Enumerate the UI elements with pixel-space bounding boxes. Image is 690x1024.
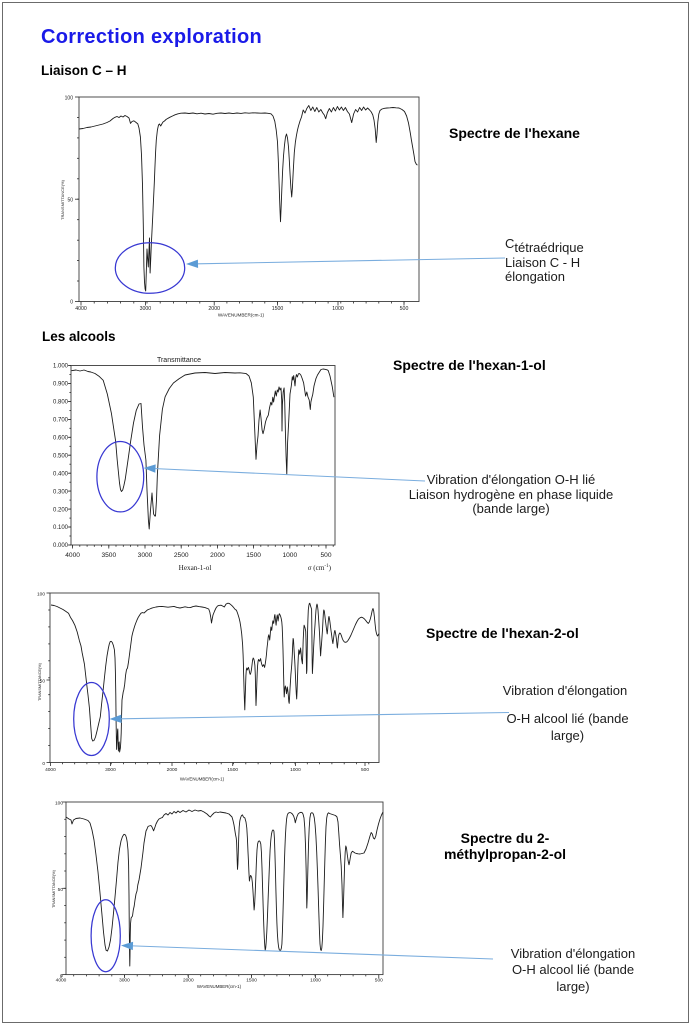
- svg-text:4000: 4000: [65, 552, 80, 559]
- svg-text:500: 500: [400, 306, 409, 312]
- svg-text:σ (cm-1): σ (cm-1): [308, 564, 332, 572]
- svg-text:100: 100: [55, 801, 63, 807]
- svg-text:1.000: 1.000: [53, 364, 69, 370]
- svg-text:TRANSMITTANCE(%): TRANSMITTANCE(%): [52, 869, 56, 908]
- svg-text:1000: 1000: [282, 552, 297, 559]
- svg-text:0: 0: [70, 300, 73, 306]
- svg-text:1000: 1000: [290, 767, 301, 773]
- svg-text:100: 100: [65, 96, 74, 102]
- svg-text:3000: 3000: [105, 767, 116, 773]
- svg-text:3000: 3000: [140, 306, 152, 312]
- svg-text:2000: 2000: [208, 306, 220, 312]
- svg-text:2000: 2000: [167, 767, 178, 773]
- svg-text:0: 0: [60, 973, 63, 979]
- svg-text:2000: 2000: [210, 552, 225, 559]
- svg-text:Transmittance: Transmittance: [157, 357, 201, 364]
- svg-text:500: 500: [361, 767, 369, 773]
- svg-text:0.500: 0.500: [53, 453, 69, 459]
- svg-text:4000: 4000: [75, 306, 87, 312]
- svg-text:0.100: 0.100: [53, 525, 69, 531]
- svg-text:1500: 1500: [246, 978, 257, 984]
- svg-text:0.800: 0.800: [53, 400, 69, 406]
- svg-text:50: 50: [67, 198, 73, 204]
- svg-text:1500: 1500: [272, 306, 284, 312]
- svg-text:0.600: 0.600: [53, 436, 69, 442]
- svg-text:500: 500: [375, 978, 383, 984]
- svg-text:1000: 1000: [332, 306, 344, 312]
- svg-text:0.300: 0.300: [53, 489, 69, 495]
- svg-text:Hexan-1-ol: Hexan-1-ol: [179, 564, 212, 572]
- svg-text:0.900: 0.900: [53, 382, 69, 388]
- svg-text:0.400: 0.400: [53, 471, 69, 477]
- svg-text:4000: 4000: [56, 978, 67, 984]
- svg-text:2500: 2500: [174, 552, 189, 559]
- svg-text:50: 50: [40, 679, 46, 685]
- svg-text:3000: 3000: [119, 978, 130, 984]
- svg-text:3000: 3000: [138, 552, 153, 559]
- svg-text:3500: 3500: [101, 552, 116, 559]
- svg-text:0.700: 0.700: [53, 418, 69, 424]
- svg-text:2000: 2000: [183, 978, 194, 984]
- svg-text:0.200: 0.200: [53, 507, 69, 513]
- svg-text:WAVENUMBER(cm-1): WAVENUMBER(cm-1): [180, 777, 225, 782]
- svg-text:50: 50: [58, 887, 64, 893]
- svg-text:0: 0: [42, 761, 45, 767]
- svg-text:4000: 4000: [45, 767, 56, 773]
- svg-text:1500: 1500: [246, 552, 261, 559]
- svg-text:0.000: 0.000: [53, 543, 69, 549]
- svg-text:1000: 1000: [310, 978, 321, 984]
- svg-text:TRANSMITTANCE(%): TRANSMITTANCE(%): [60, 179, 65, 220]
- svg-text:WAVENUMBER(cm-1): WAVENUMBER(cm-1): [218, 313, 265, 318]
- svg-text:100: 100: [37, 592, 45, 598]
- svg-text:WAVENUMBER(cm-1): WAVENUMBER(cm-1): [197, 984, 242, 989]
- svg-text:500: 500: [320, 552, 331, 559]
- svg-text:1500: 1500: [227, 767, 238, 773]
- svg-text:TRANSMITTANCE(%): TRANSMITTANCE(%): [38, 662, 42, 701]
